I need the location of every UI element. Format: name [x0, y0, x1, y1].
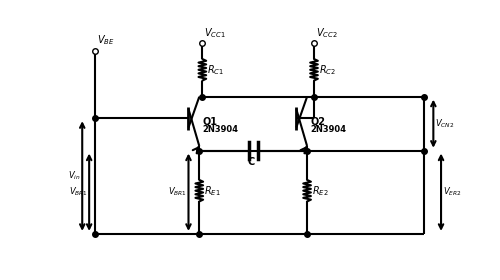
- Text: $V_{BR1}$: $V_{BR1}$: [168, 186, 187, 199]
- Text: 2N3904: 2N3904: [310, 125, 346, 134]
- Text: $V_{BE}$: $V_{BE}$: [97, 33, 114, 47]
- Text: $V_{BR1}$: $V_{BR1}$: [70, 186, 88, 199]
- Text: $V_{CN2}$: $V_{CN2}$: [435, 117, 454, 130]
- Text: $R_{E1}$: $R_{E1}$: [204, 184, 220, 198]
- Text: Q2: Q2: [310, 117, 325, 127]
- Text: $V_{CC1}$: $V_{CC1}$: [204, 26, 226, 40]
- Text: $R_{C2}$: $R_{C2}$: [318, 63, 336, 77]
- Text: Q1: Q1: [202, 117, 218, 127]
- Text: 2N3904: 2N3904: [202, 125, 238, 134]
- Text: $V_{CC2}$: $V_{CC2}$: [316, 26, 338, 40]
- Text: $R_{C1}$: $R_{C1}$: [207, 63, 224, 77]
- Text: C: C: [247, 157, 254, 167]
- Text: $V_{in}$: $V_{in}$: [68, 170, 80, 182]
- Text: $V_{ER2}$: $V_{ER2}$: [442, 186, 462, 199]
- Text: $R_{E2}$: $R_{E2}$: [312, 184, 328, 198]
